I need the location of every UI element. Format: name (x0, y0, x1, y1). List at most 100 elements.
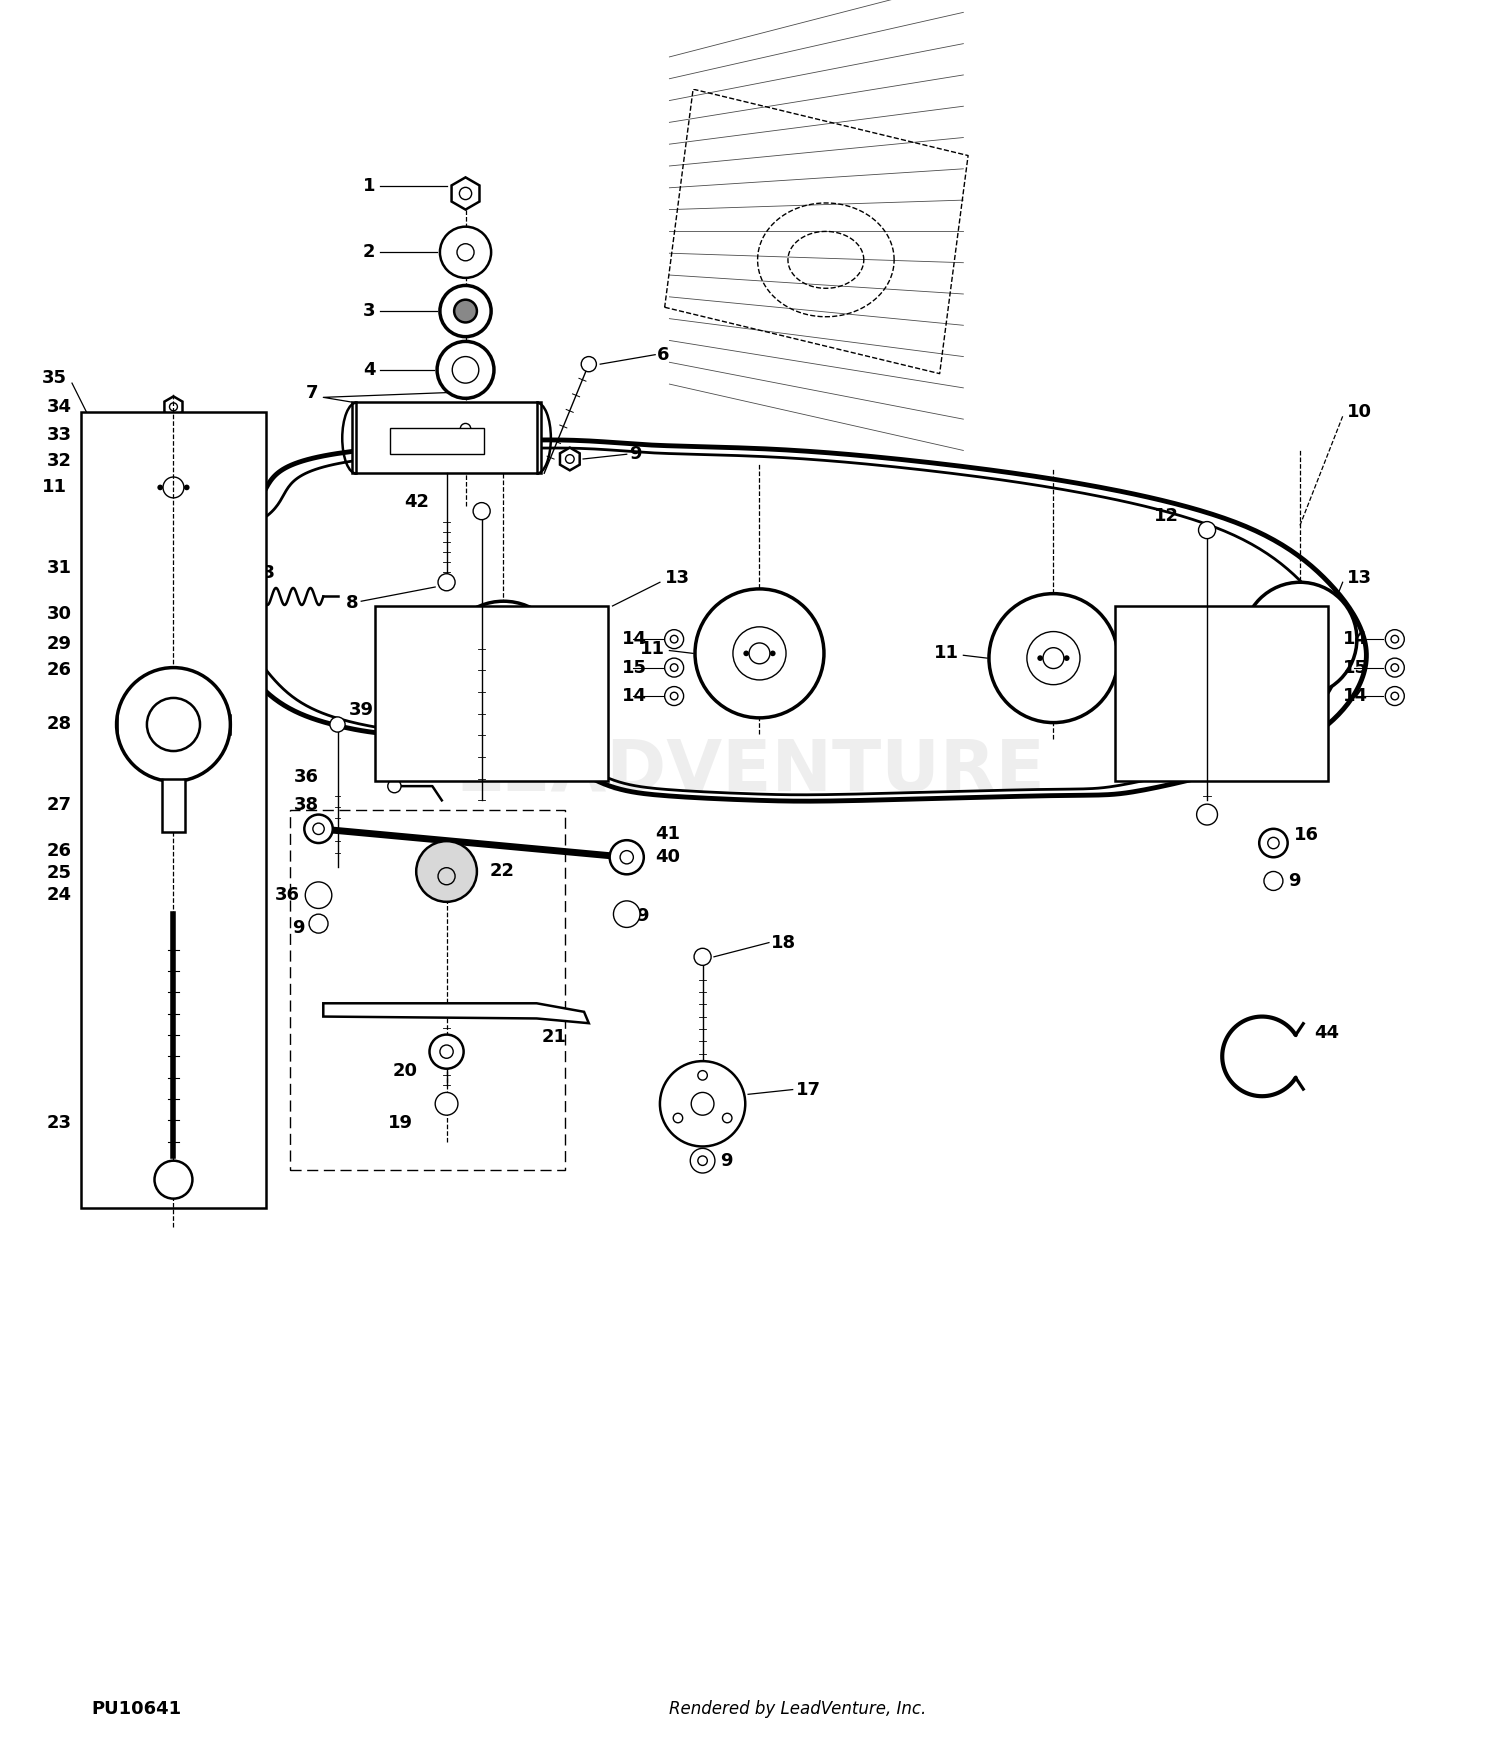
Text: 12: 12 (1154, 507, 1179, 525)
Circle shape (1386, 630, 1404, 649)
Circle shape (110, 424, 238, 551)
Text: 38: 38 (294, 796, 318, 814)
Text: 14: 14 (1342, 688, 1368, 705)
Circle shape (156, 878, 190, 912)
Circle shape (1258, 830, 1287, 858)
Text: 19: 19 (388, 1113, 414, 1132)
Circle shape (154, 625, 192, 663)
Circle shape (664, 658, 684, 677)
Circle shape (156, 856, 190, 891)
Bar (290, 810, 566, 1171)
Bar (351, 402, 542, 472)
Text: 42: 42 (405, 493, 429, 511)
Circle shape (478, 639, 528, 688)
Text: 44: 44 (1314, 1024, 1340, 1041)
Text: 13: 13 (664, 569, 690, 586)
Text: 3: 3 (363, 303, 375, 320)
Text: 2: 2 (363, 243, 375, 261)
Text: 29: 29 (46, 635, 72, 653)
Circle shape (1198, 522, 1215, 539)
Text: PU10641: PU10641 (92, 1699, 182, 1718)
Text: 18: 18 (771, 933, 796, 952)
Text: 15: 15 (1342, 658, 1368, 677)
Text: 28: 28 (46, 716, 72, 733)
Text: 21: 21 (542, 1029, 567, 1046)
Text: 37: 37 (423, 758, 448, 777)
Text: 9: 9 (720, 1152, 732, 1169)
Text: LEADVENTURE: LEADVENTURE (454, 737, 1046, 807)
Text: 22: 22 (489, 863, 514, 880)
Bar (390, 427, 484, 455)
Circle shape (184, 485, 189, 490)
Circle shape (416, 842, 477, 901)
Text: 6: 6 (657, 346, 669, 364)
Circle shape (440, 228, 491, 278)
Text: 41: 41 (656, 824, 680, 842)
Text: 11: 11 (42, 478, 68, 497)
Text: 43: 43 (251, 564, 274, 581)
Text: 34: 34 (46, 397, 72, 416)
Circle shape (1185, 667, 1228, 712)
Circle shape (435, 1092, 457, 1115)
Circle shape (1158, 640, 1257, 738)
Circle shape (988, 593, 1118, 723)
Text: 11: 11 (933, 644, 958, 663)
Circle shape (1276, 616, 1323, 663)
Circle shape (580, 357, 597, 371)
Circle shape (147, 698, 200, 751)
Text: 25: 25 (46, 864, 72, 882)
Circle shape (1064, 654, 1070, 662)
Text: 11: 11 (639, 640, 664, 658)
Text: 36: 36 (274, 886, 300, 905)
Text: 27: 27 (46, 796, 72, 814)
Text: Rendered by LeadVenture, Inc.: Rendered by LeadVenture, Inc. (669, 1699, 926, 1718)
Polygon shape (560, 448, 579, 471)
Circle shape (159, 446, 189, 476)
Text: 14: 14 (622, 630, 646, 648)
Text: 15: 15 (622, 658, 646, 677)
Text: 30: 30 (46, 604, 72, 623)
Bar (1114, 606, 1329, 782)
Circle shape (146, 539, 202, 597)
Text: 33: 33 (46, 427, 72, 444)
Circle shape (609, 840, 644, 875)
Circle shape (489, 660, 494, 665)
Text: 7: 7 (306, 383, 318, 401)
Circle shape (694, 949, 711, 966)
Text: 9: 9 (630, 444, 642, 464)
Text: 16: 16 (1294, 826, 1320, 845)
Circle shape (436, 341, 494, 399)
Text: 39: 39 (350, 702, 374, 719)
Circle shape (159, 420, 189, 450)
Text: 36: 36 (294, 768, 318, 786)
Circle shape (454, 299, 477, 322)
Polygon shape (452, 177, 480, 210)
Text: 9: 9 (636, 906, 648, 926)
Text: 14: 14 (622, 688, 646, 705)
Circle shape (1028, 632, 1080, 684)
Text: 1: 1 (363, 177, 375, 194)
Text: 17: 17 (795, 1080, 820, 1099)
Polygon shape (165, 397, 183, 416)
Bar (162, 779, 184, 831)
Text: 14: 14 (1342, 630, 1368, 648)
Circle shape (330, 718, 345, 732)
Circle shape (1386, 658, 1404, 677)
Circle shape (156, 833, 190, 868)
Circle shape (694, 590, 824, 717)
Text: 23: 23 (46, 1113, 72, 1132)
Circle shape (304, 814, 333, 843)
Polygon shape (448, 411, 483, 446)
Circle shape (1244, 583, 1358, 696)
Circle shape (770, 651, 776, 656)
Text: 26: 26 (46, 662, 72, 679)
Circle shape (744, 651, 748, 656)
Text: 13: 13 (1347, 569, 1372, 586)
Text: 31: 31 (46, 558, 72, 578)
Circle shape (1386, 686, 1404, 705)
Circle shape (306, 882, 332, 908)
Circle shape (690, 1148, 715, 1172)
Circle shape (660, 1060, 746, 1146)
Circle shape (734, 626, 786, 681)
Text: 20: 20 (393, 1062, 418, 1080)
